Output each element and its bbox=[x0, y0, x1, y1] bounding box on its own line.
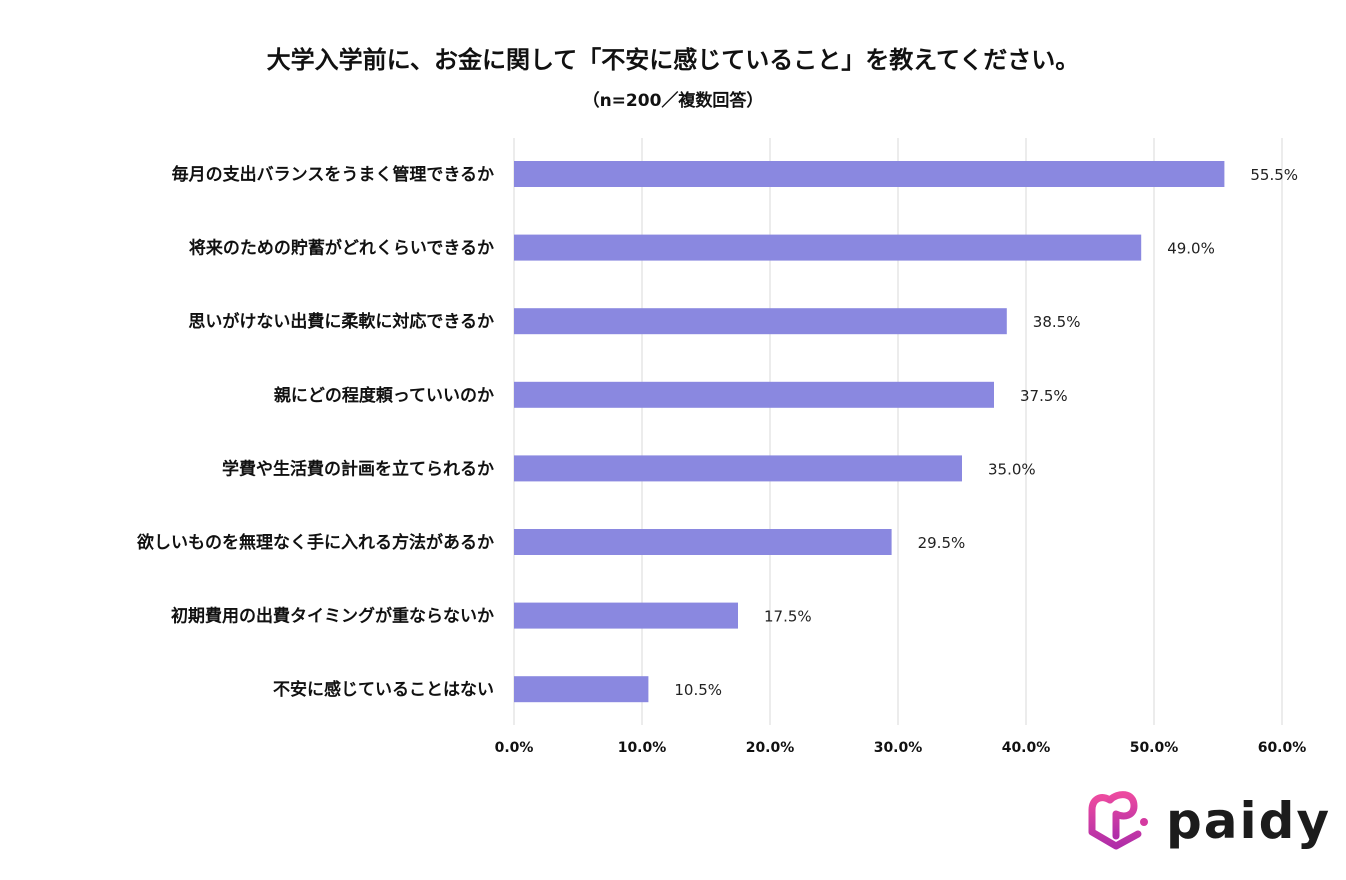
x-tick-label: 20.0% bbox=[746, 740, 795, 756]
category-label: 学費や生活費の計画を立てられるか bbox=[222, 458, 494, 479]
bar-chart: 0.0% 10.0% 20.0% 30.0% 40.0% 50.0% 60.0% 毎月の支出バ… bbox=[136, 138, 1307, 756]
category-label: 親にどの程度頼っていいのか bbox=[274, 385, 494, 406]
x-tick-label: 10.0% bbox=[618, 740, 667, 756]
bar bbox=[514, 308, 1007, 335]
bar bbox=[514, 602, 738, 629]
data-label: 17.5% bbox=[764, 608, 812, 626]
chart-title: 大学入学前に、お金に関して「不安に感じていること」を教えてください。 bbox=[266, 46, 1080, 74]
category-label: 思いがけない出費に柔軟に対応できるか bbox=[188, 311, 494, 332]
x-tick-label: 30.0% bbox=[874, 740, 923, 756]
data-label: 35.0% bbox=[988, 460, 1036, 478]
category-label: 欲しいものを無理なく手に入れる方法があるか bbox=[136, 532, 494, 553]
data-label: 55.5% bbox=[1250, 166, 1298, 184]
logo-text: paidy bbox=[1166, 792, 1332, 850]
category-label: 初期費用の出費タイミングが重ならないか bbox=[171, 606, 494, 627]
x-tick-label: 60.0% bbox=[1258, 740, 1307, 756]
x-tick-label: 50.0% bbox=[1130, 740, 1179, 756]
data-label: 29.5% bbox=[918, 534, 966, 552]
paidy-heart-icon bbox=[1088, 791, 1148, 850]
bar bbox=[514, 161, 1225, 187]
bar bbox=[514, 676, 649, 703]
data-label: 10.5% bbox=[674, 681, 722, 699]
data-label: 38.5% bbox=[1033, 313, 1081, 331]
x-tick-label: 40.0% bbox=[1002, 740, 1051, 756]
x-tick-label: 0.0% bbox=[495, 740, 534, 756]
bar bbox=[514, 381, 994, 408]
data-label: 37.5% bbox=[1020, 387, 1068, 405]
bar bbox=[514, 455, 962, 482]
data-label: 49.0% bbox=[1167, 240, 1215, 258]
bar bbox=[514, 529, 892, 555]
bar bbox=[514, 234, 1142, 261]
chart-subtitle: （n=200／複数回答） bbox=[582, 91, 764, 111]
category-label: 不安に感じていることはない bbox=[273, 679, 494, 700]
category-label: 毎月の支出バランスをうまく管理できるか bbox=[172, 164, 494, 185]
paidy-logo: paidy bbox=[1088, 790, 1331, 852]
category-label: 将来のための貯蓄がどれくらいできるか bbox=[189, 238, 494, 259]
